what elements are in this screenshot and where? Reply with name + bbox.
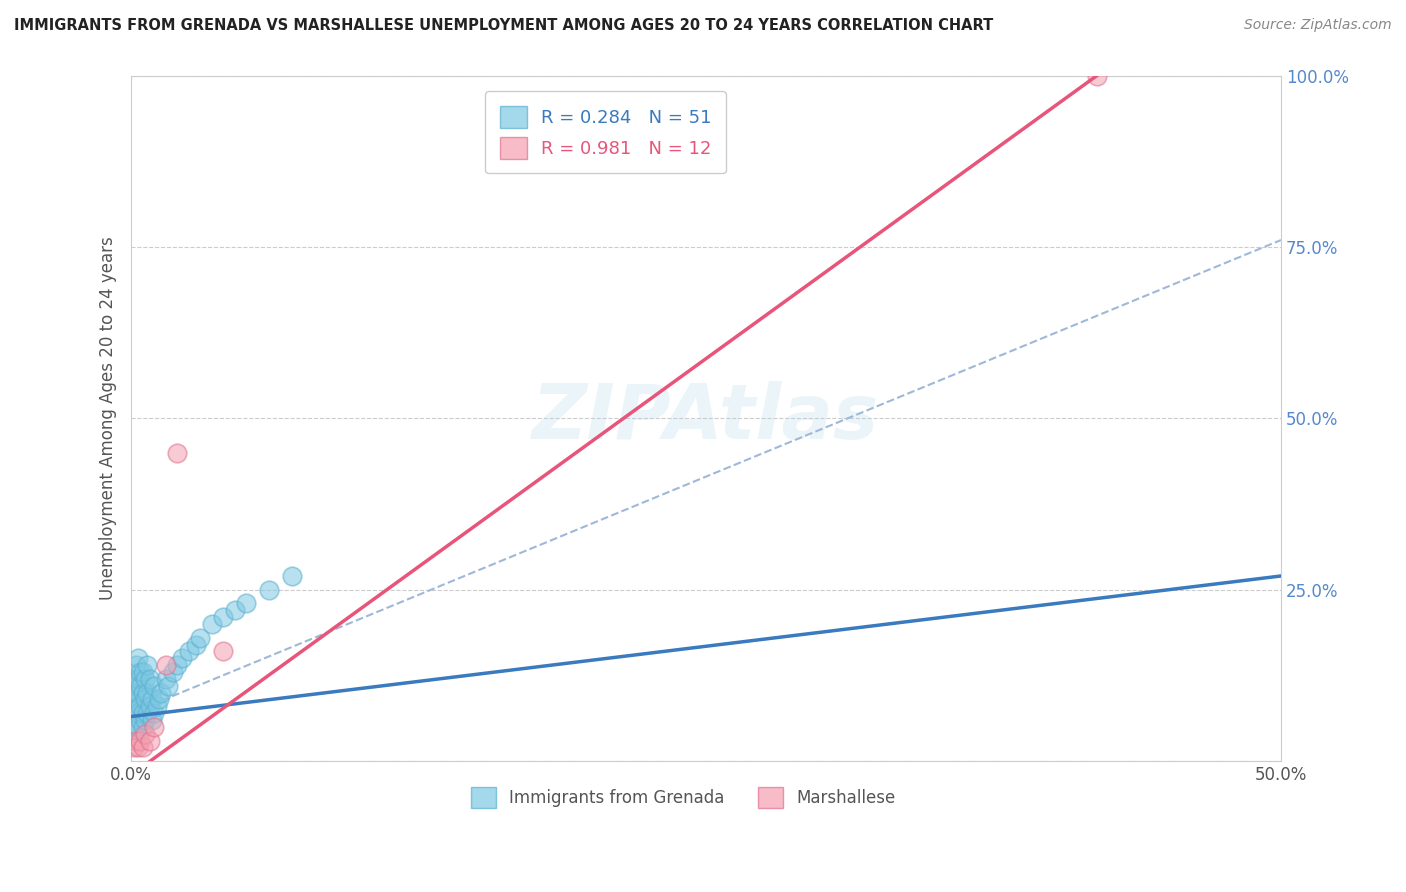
Point [143, 706, 166, 720]
Point [155, 672, 177, 686]
Point [141, 692, 163, 706]
Point [201, 617, 224, 632]
Point [127, 720, 149, 734]
Point [166, 658, 188, 673]
Point [127, 651, 149, 665]
Point [166, 445, 188, 459]
Point [122, 699, 145, 714]
Point [188, 631, 211, 645]
Point [122, 672, 145, 686]
Point [177, 644, 200, 658]
Point [132, 706, 155, 720]
Point [138, 672, 160, 686]
Point [125, 720, 148, 734]
Point [157, 679, 180, 693]
Point [184, 638, 207, 652]
Point [134, 672, 156, 686]
Point [257, 582, 280, 597]
Point [132, 720, 155, 734]
Point [138, 699, 160, 714]
Point [150, 685, 173, 699]
Point [145, 699, 167, 714]
Point [224, 603, 246, 617]
Text: ZIPAtlas: ZIPAtlas [533, 381, 880, 455]
Legend: Immigrants from Grenada, Marshallese: Immigrants from Grenada, Marshallese [464, 780, 903, 814]
Point [148, 692, 170, 706]
Point [129, 699, 152, 714]
Text: Source: ZipAtlas.com: Source: ZipAtlas.com [1244, 18, 1392, 32]
Point [136, 706, 159, 720]
Point [125, 658, 148, 673]
Point [212, 644, 235, 658]
Point [127, 740, 149, 755]
Point [162, 665, 184, 679]
Point [127, 685, 149, 699]
Point [122, 685, 145, 699]
Point [281, 569, 304, 583]
Point [129, 733, 152, 747]
Point [134, 692, 156, 706]
Point [143, 679, 166, 693]
Point [1085, 69, 1108, 83]
Point [134, 713, 156, 727]
Point [122, 720, 145, 734]
Point [125, 679, 148, 693]
Point [141, 713, 163, 727]
Y-axis label: Unemployment Among Ages 20 to 24 years: Unemployment Among Ages 20 to 24 years [100, 236, 117, 600]
Text: IMMIGRANTS FROM GRENADA VS MARSHALLESE UNEMPLOYMENT AMONG AGES 20 TO 24 YEARS CO: IMMIGRANTS FROM GRENADA VS MARSHALLESE U… [14, 18, 993, 33]
Point [127, 706, 149, 720]
Point [132, 665, 155, 679]
Point [170, 651, 193, 665]
Point [129, 713, 152, 727]
Point [129, 665, 152, 679]
Point [122, 740, 145, 755]
Point [125, 692, 148, 706]
Point [127, 672, 149, 686]
Point [132, 740, 155, 755]
Point [129, 679, 152, 693]
Point [212, 610, 235, 624]
Point [125, 706, 148, 720]
Point [143, 720, 166, 734]
Point [138, 733, 160, 747]
Point [132, 685, 155, 699]
Point [136, 658, 159, 673]
Point [136, 685, 159, 699]
Point [235, 596, 257, 610]
Point [125, 733, 148, 747]
Point [155, 658, 177, 673]
Point [134, 726, 156, 740]
